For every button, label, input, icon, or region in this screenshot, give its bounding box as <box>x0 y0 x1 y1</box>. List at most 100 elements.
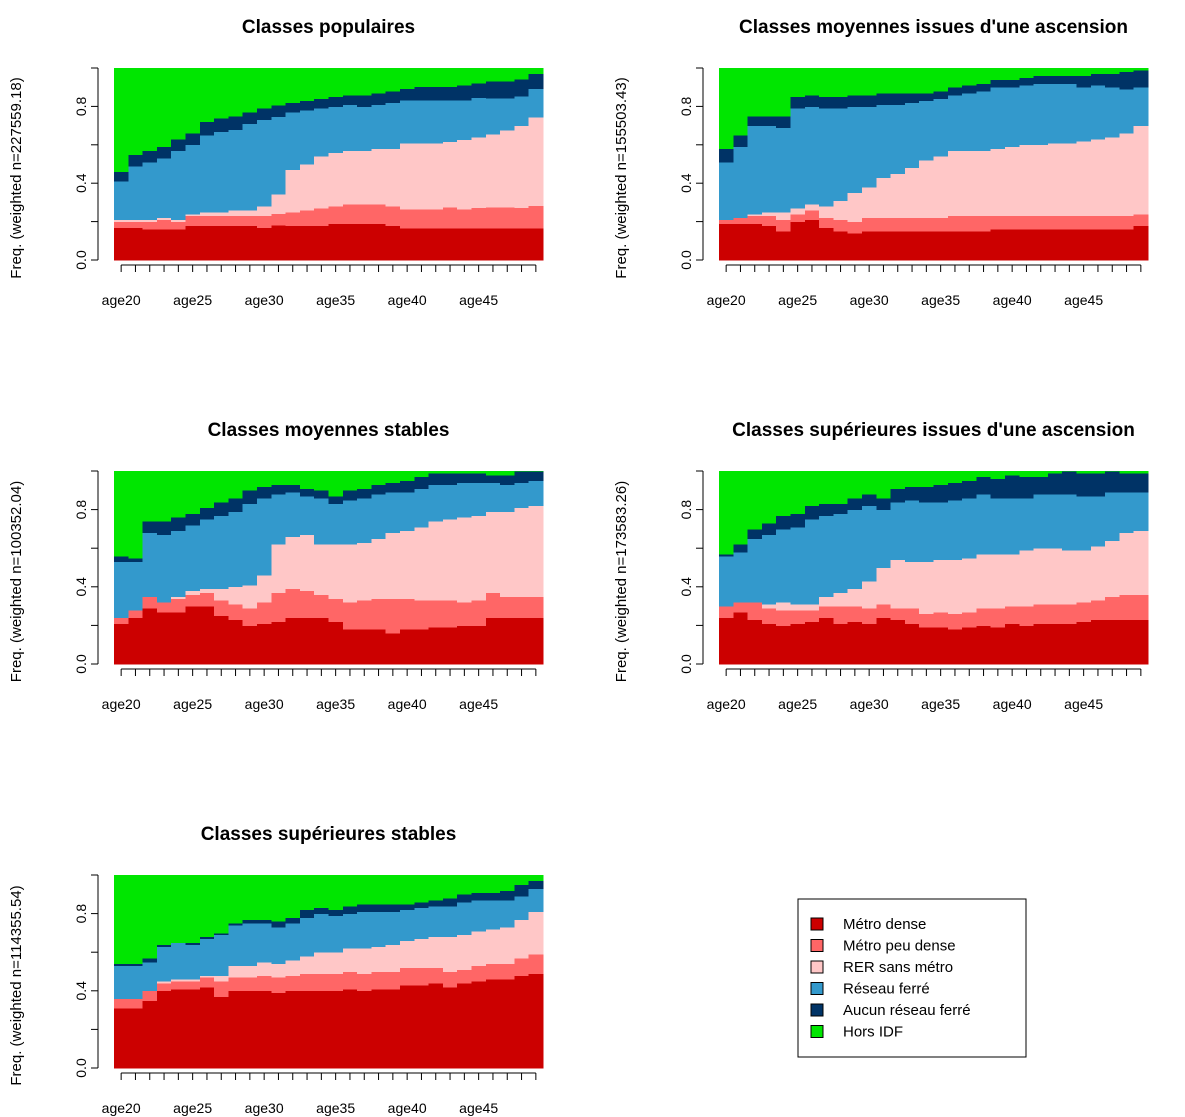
bar-segment <box>257 923 272 963</box>
x-tick-label: age20 <box>707 696 746 712</box>
bar-segment <box>804 204 820 211</box>
bar-segment <box>428 521 444 601</box>
bar-segment <box>314 952 330 974</box>
bar-segment <box>485 592 501 619</box>
bar-segment <box>114 227 129 261</box>
bar-segment <box>228 498 244 512</box>
y-axis-label: Freq. (weighted n=227559.18) <box>8 77 25 278</box>
bar-segment <box>1019 471 1035 478</box>
bar-segment <box>1047 142 1063 217</box>
bar-segment <box>500 471 515 476</box>
bar-segment <box>819 96 834 109</box>
bar-segment <box>414 476 430 489</box>
panel-title: Classes supérieures issues d'une ascensi… <box>732 420 1135 441</box>
bar-segment <box>142 68 158 151</box>
bar-segment <box>142 221 158 230</box>
bar-segment <box>457 68 473 86</box>
x-tick-label: age25 <box>173 1100 212 1116</box>
bar-segment <box>776 625 792 665</box>
bar-segment <box>514 884 530 897</box>
bar-segment <box>890 501 906 561</box>
bar-segment <box>890 104 906 174</box>
bar-segment <box>485 900 501 930</box>
bar-segment <box>862 494 877 507</box>
bar-segment <box>876 92 892 105</box>
bar-segment <box>428 228 444 261</box>
bar-segment <box>299 225 315 261</box>
bar-segment <box>790 108 806 209</box>
bar-segment <box>485 482 501 512</box>
bar-segment <box>1005 68 1020 80</box>
bar-segment <box>862 231 877 261</box>
bar-segment <box>128 557 144 563</box>
bar-segment <box>285 484 301 493</box>
bar-segment <box>328 503 344 545</box>
bar-segment <box>199 519 215 590</box>
bar-segment <box>1090 139 1106 217</box>
bar-segment <box>933 471 949 485</box>
bar-segment <box>833 68 849 98</box>
bar-segment <box>142 961 158 992</box>
bar-segment <box>442 68 458 88</box>
bar-segment <box>342 204 358 224</box>
bar-segment <box>257 471 272 487</box>
bar-segment <box>1090 472 1106 497</box>
bar-segment <box>1047 472 1063 495</box>
bar-segment <box>271 927 287 965</box>
x-tick-label: age30 <box>245 292 284 308</box>
bar-segment <box>919 501 935 563</box>
bar-segment <box>371 104 387 150</box>
chart-panel: Classes supérieures issues d'une ascensi… <box>613 420 1149 712</box>
bar-segment <box>719 148 734 163</box>
legend-items: Métro dense Métro peu dense RER sans métro… <box>810 916 971 1041</box>
bar-segment <box>1119 471 1135 474</box>
bar-segment <box>128 221 144 228</box>
bar-segment <box>514 228 530 261</box>
bar-segment <box>342 629 358 665</box>
bar-segment <box>876 617 892 665</box>
bar-segment <box>400 875 415 905</box>
bar-segment <box>1047 471 1063 474</box>
bar-segment <box>357 990 372 1069</box>
bar-segment <box>357 600 372 630</box>
bar-segment <box>428 905 444 938</box>
x-tick-label: age40 <box>993 696 1032 712</box>
bar-segment <box>428 967 444 984</box>
bar-segment <box>847 509 863 590</box>
bar-segment <box>890 608 906 621</box>
bar-segment <box>1090 85 1106 140</box>
bar-segment <box>414 629 430 665</box>
bar-segment <box>228 471 244 499</box>
bar-segment <box>357 106 372 151</box>
bar-segment <box>719 555 734 607</box>
bar-segment <box>257 602 272 624</box>
bar-segment <box>414 526 430 601</box>
bar-segment <box>371 988 387 1069</box>
bar-segment <box>471 207 487 229</box>
bar-segment <box>833 623 849 665</box>
bar-segment <box>1062 75 1078 84</box>
bar-segment <box>904 608 920 624</box>
bar-segment <box>199 986 215 1069</box>
bar-segment <box>385 598 401 634</box>
bar-segment <box>761 68 777 117</box>
bar-segment <box>528 911 544 955</box>
bar-segment <box>1133 125 1149 215</box>
bar-segment <box>790 623 806 665</box>
bar-segment <box>242 584 258 609</box>
bar-segment <box>733 471 749 545</box>
bar-segment <box>1019 625 1035 665</box>
bar-segment <box>1105 137 1120 217</box>
bar-segment <box>471 892 487 901</box>
bar-segment <box>299 471 315 489</box>
stacked-bars <box>719 471 1149 665</box>
bar-segment <box>1019 229 1035 261</box>
bar-segment <box>242 965 258 978</box>
bar-segment <box>947 231 963 261</box>
bar-segment <box>719 471 734 555</box>
bar-segment <box>485 963 501 980</box>
bar-segment <box>833 108 849 201</box>
bar-segment <box>528 471 544 482</box>
bar-segment <box>199 212 215 217</box>
